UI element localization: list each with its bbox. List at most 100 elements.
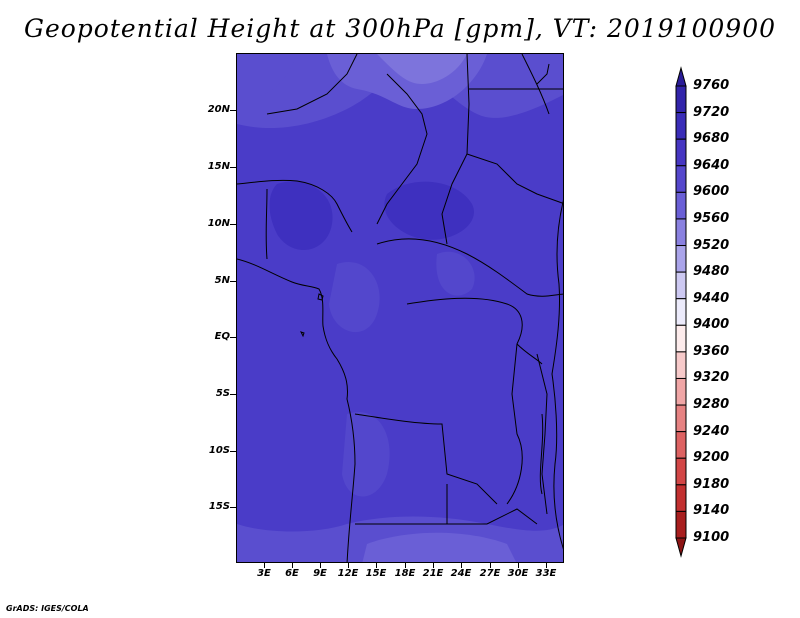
colorbar-segment xyxy=(675,351,687,379)
height-field-northwest-band xyxy=(237,54,297,104)
border-chad xyxy=(376,73,428,225)
colorbar xyxy=(675,66,687,558)
lat-tick xyxy=(230,394,236,395)
height-field-dark-center xyxy=(384,181,474,240)
colorbar-label: 9560 xyxy=(693,210,730,226)
height-field-south-light xyxy=(362,532,516,562)
border-sudan-west xyxy=(441,54,470,245)
height-field-mid-light xyxy=(329,262,380,333)
colorbar-segment xyxy=(675,218,687,247)
lat-tick xyxy=(230,451,236,452)
colorbar-label: 9280 xyxy=(693,397,730,413)
lon-label: 9E xyxy=(313,568,327,579)
colorbar-label: 9320 xyxy=(693,370,730,386)
lat-tick xyxy=(230,224,236,225)
colorbar-segment xyxy=(675,431,687,459)
colorbar-segment xyxy=(675,271,687,300)
colorbar-segment xyxy=(675,165,687,193)
border-drc-east xyxy=(406,297,523,505)
height-field-dark-west xyxy=(269,181,333,251)
lat-label: 10S xyxy=(208,445,230,456)
lon-tick xyxy=(405,563,406,568)
colorbar-segment xyxy=(675,298,687,326)
lon-label: 3E xyxy=(257,568,271,579)
colorbar-label: 9180 xyxy=(693,476,730,492)
lat-tick xyxy=(230,110,236,111)
lon-label: 27E xyxy=(479,568,501,579)
east-coastline xyxy=(551,200,563,550)
colorbar-label: 9640 xyxy=(693,157,730,173)
height-field-base xyxy=(237,54,563,562)
colorbar-segment xyxy=(675,377,687,406)
lon-label: 6E xyxy=(285,568,299,579)
map-svg xyxy=(237,54,563,562)
lon-tick xyxy=(348,563,349,568)
colorbar-label: 9100 xyxy=(693,530,730,545)
border-sahel xyxy=(237,179,353,233)
lon-tick xyxy=(461,563,462,568)
colorbar-label: 9600 xyxy=(693,184,730,200)
border-tanzania xyxy=(536,353,548,515)
lon-label: 33E xyxy=(535,568,557,579)
lon-tick xyxy=(292,563,293,568)
colorbar-label: 9240 xyxy=(693,423,730,439)
colorbar-segment xyxy=(675,138,687,167)
colorbar-label: 9400 xyxy=(693,317,730,333)
footer-credit: GrADS: IGES/COLA xyxy=(6,604,89,613)
colorbar-label: 9440 xyxy=(693,290,730,306)
border-nigeria-west xyxy=(265,188,268,260)
colorbar-label: 9760 xyxy=(693,78,730,93)
height-field-mid-light-east xyxy=(436,251,475,296)
border-car-drc xyxy=(376,238,563,297)
colorbar-top-triangle xyxy=(675,66,687,87)
map-plot-area xyxy=(236,53,564,563)
colorbar-segment xyxy=(675,112,687,140)
lon-label: 30E xyxy=(507,568,529,579)
colorbar-label: 9480 xyxy=(693,264,730,280)
colorbar-segment xyxy=(675,484,687,512)
lat-label: EQ xyxy=(214,331,230,342)
lon-label: 21E xyxy=(422,568,444,579)
border-zambia-south xyxy=(447,508,538,525)
lon-tick xyxy=(264,563,265,568)
colorbar-label: 9140 xyxy=(693,503,730,519)
lat-tick xyxy=(230,167,236,168)
colorbar-segment xyxy=(675,457,687,486)
colorbar-label: 9720 xyxy=(693,104,730,120)
colorbar-label: 9200 xyxy=(693,450,730,466)
border-lake-victoria xyxy=(516,343,543,365)
lon-label: 24E xyxy=(450,568,472,579)
colorbar-label: 9680 xyxy=(693,131,730,147)
height-field-north-lightest xyxy=(377,54,467,84)
sao-tome-island xyxy=(300,331,305,338)
border-lake-tanganyika xyxy=(539,413,544,495)
coastlines-and-borders xyxy=(237,54,563,562)
red-sea-coast xyxy=(521,54,550,115)
west-coastline xyxy=(237,258,356,562)
lon-tick xyxy=(518,563,519,568)
colorbar-segment xyxy=(675,510,687,539)
border-north-1 xyxy=(266,54,358,115)
colorbar-segment xyxy=(675,324,687,353)
lon-tick xyxy=(490,563,491,568)
bioko-island xyxy=(317,293,324,301)
sinai-coast xyxy=(536,63,550,85)
lat-label: 15S xyxy=(208,501,230,512)
border-angola-drc xyxy=(354,413,498,505)
colorbar-segment xyxy=(675,191,687,220)
colorbar-label: 9360 xyxy=(693,343,730,359)
lat-label: 5N xyxy=(214,275,230,286)
height-field-north-band xyxy=(237,54,563,129)
lon-tick xyxy=(546,563,547,568)
colorbar-segment xyxy=(675,245,687,273)
chart-title: Geopotential Height at 300hPa [gpm], VT:… xyxy=(23,14,777,43)
lon-label: 15E xyxy=(365,568,387,579)
colorbar-bottom-triangle xyxy=(675,537,687,558)
lat-tick xyxy=(230,337,236,338)
lon-label: 18E xyxy=(394,568,416,579)
lat-tick xyxy=(230,281,236,282)
lon-tick xyxy=(433,563,434,568)
lat-tick xyxy=(230,507,236,508)
colorbar-label: 9520 xyxy=(693,237,730,253)
lat-label: 5S xyxy=(215,388,230,399)
